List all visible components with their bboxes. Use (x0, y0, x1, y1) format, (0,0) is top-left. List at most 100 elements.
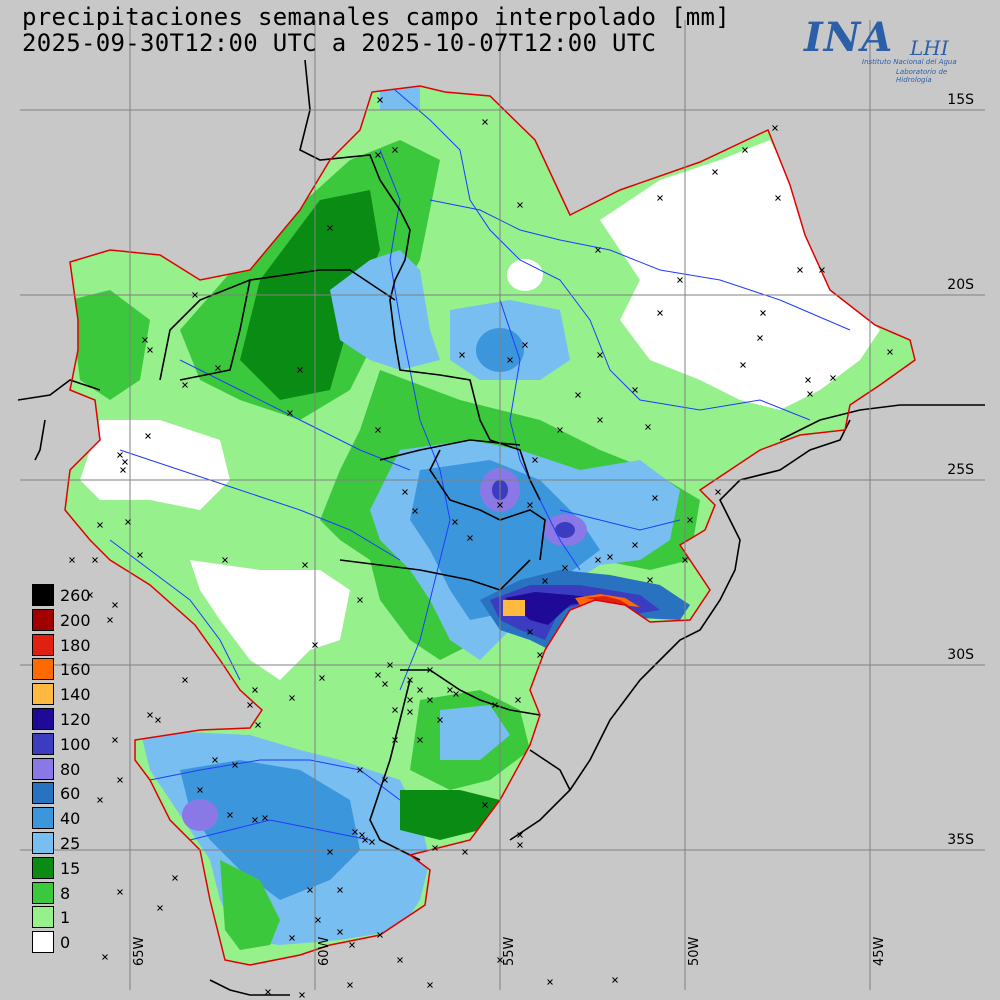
station-marker (595, 557, 601, 563)
station-marker (392, 707, 398, 713)
lon-label-55w: 55W (502, 936, 517, 966)
station-marker (805, 377, 811, 383)
station-marker (349, 942, 355, 948)
legend-label: 260 (60, 586, 91, 605)
station-marker (527, 502, 533, 508)
legend-label: 180 (60, 635, 91, 655)
station-marker (657, 310, 663, 316)
station-marker (117, 452, 123, 458)
station-marker (327, 849, 333, 855)
station-marker (632, 542, 638, 548)
station-marker (262, 815, 268, 821)
station-marker (497, 957, 503, 963)
legend-label: 8 (60, 883, 71, 903)
station-marker (657, 195, 663, 201)
station-marker (742, 147, 748, 153)
legend-swatch (32, 881, 54, 904)
station-marker (597, 417, 603, 423)
ina-logo: INA LHI Instituto Nacional del Agua Labo… (800, 6, 970, 86)
lat-label-15s: 15S (947, 92, 974, 108)
lat-label-30s: 30S (947, 647, 974, 663)
station-marker (357, 597, 363, 603)
station-marker (437, 717, 443, 723)
station-marker (347, 982, 353, 988)
station-marker (677, 277, 683, 283)
legend-label: 140 (60, 685, 91, 705)
station-marker (522, 342, 528, 348)
station-marker (375, 152, 381, 158)
legend-swatch (32, 831, 54, 854)
station-marker (97, 522, 103, 528)
station-marker (147, 712, 153, 718)
station-marker (382, 777, 388, 783)
legend-swatch (32, 757, 54, 780)
legend-swatch (32, 584, 54, 606)
station-marker (227, 812, 233, 818)
station-marker (482, 119, 488, 125)
station-marker (255, 722, 261, 728)
legend-swatch (32, 608, 54, 631)
lon-label-60w: 60W (317, 936, 332, 966)
station-marker (407, 677, 413, 683)
legend-label: 40 (60, 809, 81, 829)
station-marker (807, 391, 813, 397)
station-marker (375, 427, 381, 433)
station-marker (482, 802, 488, 808)
station-marker (402, 489, 408, 495)
station-marker (359, 832, 365, 838)
station-marker (155, 717, 161, 723)
station-marker (417, 737, 423, 743)
legend-swatch (32, 931, 54, 954)
legend-swatch (32, 683, 54, 706)
station-marker (682, 557, 688, 563)
station-marker (575, 392, 581, 398)
station-marker (607, 554, 613, 560)
logo-lhi-text: LHI (910, 36, 949, 60)
station-marker (289, 935, 295, 941)
station-marker (797, 267, 803, 273)
station-marker (97, 797, 103, 803)
station-marker (287, 410, 293, 416)
station-marker (120, 467, 126, 473)
station-marker (87, 592, 93, 598)
station-marker (142, 337, 148, 343)
station-marker (375, 672, 381, 678)
station-marker (157, 905, 163, 911)
station-marker (507, 357, 513, 363)
station-marker (515, 697, 521, 703)
station-marker (427, 697, 433, 703)
station-marker (247, 702, 253, 708)
legend-label: 200 (60, 610, 91, 630)
station-marker (232, 762, 238, 768)
station-marker (319, 675, 325, 681)
station-marker (117, 889, 123, 895)
station-marker (517, 202, 523, 208)
lat-label-35s: 35S (947, 832, 974, 848)
station-marker (537, 652, 543, 658)
lon-label-45w: 45W (872, 936, 887, 966)
station-marker (887, 349, 893, 355)
legend-label: 60 (60, 784, 81, 804)
station-marker (312, 642, 318, 648)
station-marker (69, 557, 75, 563)
station-marker (632, 387, 638, 393)
logo-ina-text: INA (804, 14, 894, 61)
logo-subtitle-1: Instituto Nacional del Agua (862, 58, 957, 66)
station-marker (647, 577, 653, 583)
station-marker (407, 697, 413, 703)
station-marker (352, 829, 358, 835)
station-marker (687, 517, 693, 523)
station-marker (547, 979, 553, 985)
station-marker (645, 424, 651, 430)
station-marker (337, 929, 343, 935)
station-marker (462, 849, 468, 855)
legend-label: 80 (60, 759, 81, 779)
station-marker (112, 602, 118, 608)
station-marker (92, 557, 98, 563)
lon-label-65w: 65W (132, 936, 147, 966)
station-markers (69, 97, 893, 998)
station-marker (715, 489, 721, 495)
station-marker (377, 932, 383, 938)
